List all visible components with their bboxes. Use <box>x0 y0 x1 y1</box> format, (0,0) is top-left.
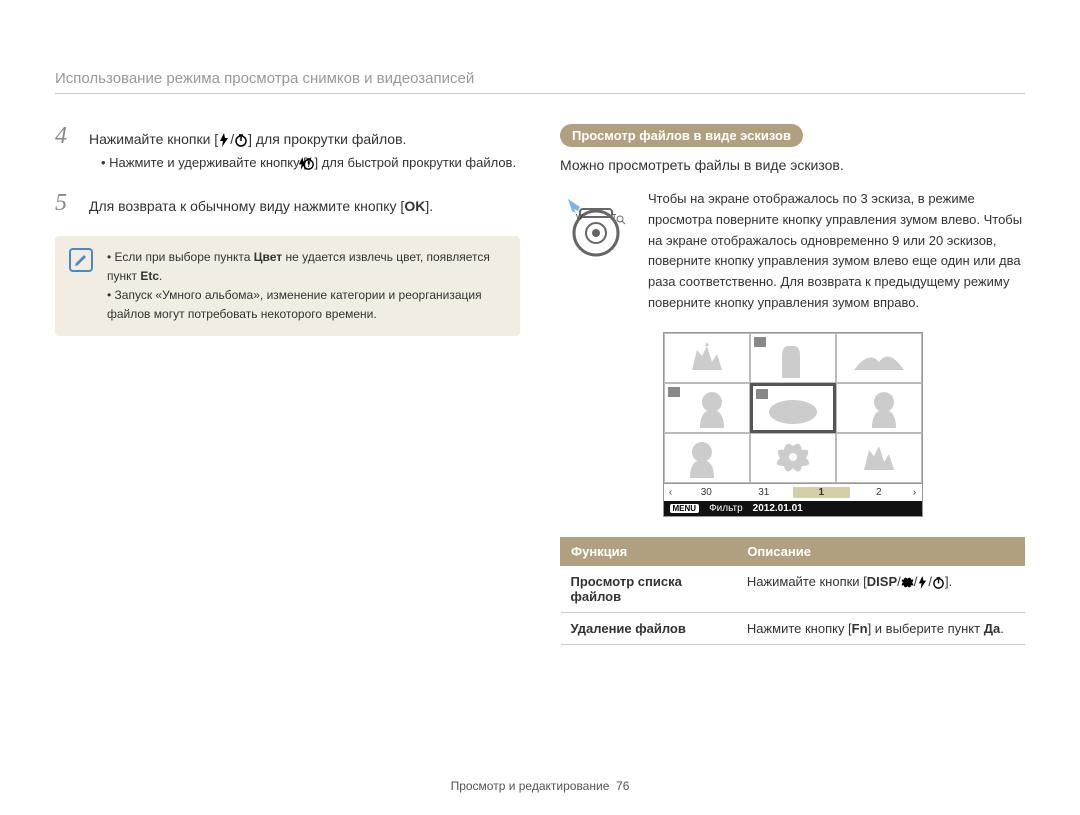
note-bullet-1: • Если при выборе пункта Цвет не удается… <box>107 248 506 286</box>
page-number: 76 <box>616 779 629 793</box>
right-column: Просмотр файлов в виде эскизов Можно про… <box>560 124 1025 645</box>
text: Нажимайте кнопки [ <box>89 131 218 147</box>
thumbnail-screen: ‹ 30 31 1 2 › MENU Фильтр 2012.01.01 <box>663 332 923 517</box>
left-column: 4 Нажимайте кнопки [/] для прокрутки фай… <box>55 124 520 645</box>
text: Нажмите кнопку [ <box>747 621 852 636</box>
day: 31 <box>735 487 793 498</box>
macro-icon <box>901 576 914 592</box>
thumb-9 <box>836 433 922 483</box>
note-icon <box>69 248 93 272</box>
thumb-2 <box>750 333 836 383</box>
text: ] и выберите пункт <box>868 621 984 636</box>
text: ]. <box>945 574 952 589</box>
function-table: Функция Описание Просмотр списка файлов … <box>560 537 1025 645</box>
text: • Нажмите и удерживайте кнопку [ <box>101 155 307 170</box>
section-pill: Просмотр файлов в виде эскизов <box>560 124 803 147</box>
left-arrow-icon: ‹ <box>664 487 678 498</box>
fn-label: Fn <box>852 621 868 636</box>
thumb-7 <box>664 433 750 483</box>
text: Для возврата к обычному виду нажмите кно… <box>89 198 404 214</box>
day: 2 <box>850 487 908 498</box>
intro-text: Можно просмотреть файлы в виде эскизов. <box>560 157 1025 173</box>
zoom-instruction: W T Чтобы на экране отображалось по 3 эс… <box>560 189 1025 314</box>
disp-label: DISP <box>867 574 897 589</box>
table-row: Удаление файлов Нажмите кнопку [Fn] и вы… <box>561 612 1025 644</box>
filter-bar: MENU Фильтр 2012.01.01 <box>664 501 922 516</box>
text: ] для быстрой прокрутки файлов. <box>315 155 517 170</box>
timer-icon <box>932 576 945 592</box>
step-number: 4 <box>55 124 75 177</box>
step-text: Для возврата к обычному виду нажмите кно… <box>89 191 433 217</box>
svg-text:T: T <box>612 214 617 221</box>
page-header: Использование режима просмотра снимков и… <box>55 70 1025 94</box>
step-5: 5 Для возврата к обычному виду нажмите к… <box>55 191 520 217</box>
thumb-8 <box>750 433 836 483</box>
svg-text:W: W <box>576 214 583 221</box>
text: Нажимайте кнопки [ <box>747 574 867 589</box>
th-description: Описание <box>737 537 1025 565</box>
table-row: Просмотр списка файлов Нажимайте кнопки … <box>561 565 1025 612</box>
flash-icon <box>917 576 928 592</box>
note-bullet-2: • Запуск «Умного альбома», изменение кат… <box>107 286 506 324</box>
text: . <box>159 269 162 283</box>
step-text: Нажимайте кнопки [/] для прокрутки файло… <box>89 124 516 177</box>
step-4: 4 Нажимайте кнопки [/] для прокрутки фай… <box>55 124 520 177</box>
thumb-3 <box>836 333 922 383</box>
thumb-6 <box>836 383 922 433</box>
filter-label: Фильтр <box>709 503 743 514</box>
thumb-1 <box>664 333 750 383</box>
cell-desc: Нажмите кнопку [Fn] и выберите пункт Да. <box>737 612 1025 644</box>
content-columns: 4 Нажимайте кнопки [/] для прокрутки фай… <box>55 124 1025 645</box>
thumbnail-grid <box>664 333 922 483</box>
ok-label: OK <box>404 198 425 214</box>
th-function: Функция <box>561 537 737 565</box>
text: . <box>1000 621 1004 636</box>
bold: Цвет <box>254 250 282 264</box>
step-number: 5 <box>55 191 75 217</box>
text: • Если при выборе пункта <box>107 250 254 264</box>
bold: Да <box>984 621 1001 636</box>
calendar-row: ‹ 30 31 1 2 › <box>664 483 922 501</box>
date-label: 2012.01.01 <box>753 503 803 514</box>
cell-func: Удаление файлов <box>561 612 737 644</box>
footer-label: Просмотр и редактирование <box>451 779 610 793</box>
note-content: • Если при выборе пункта Цвет не удается… <box>107 248 506 325</box>
cell-func: Просмотр списка файлов <box>561 565 737 612</box>
flash-icon <box>218 131 230 153</box>
video-icon <box>668 387 680 397</box>
thumb-5-selected <box>750 383 836 433</box>
text: ]. <box>425 198 433 214</box>
menu-chip: MENU <box>670 504 700 513</box>
zoom-description: Чтобы на экране отображалось по 3 эскиза… <box>648 189 1025 314</box>
bold: Etc <box>140 269 159 283</box>
text: ] для прокрутки файлов. <box>248 131 406 147</box>
cell-desc: Нажимайте кнопки [DISP///]. <box>737 565 1025 612</box>
table-header-row: Функция Описание <box>561 537 1025 565</box>
day-selected: 1 <box>793 487 851 498</box>
step-bullet: • Нажмите и удерживайте кнопку [/] для б… <box>101 153 516 177</box>
note-box: • Если при выборе пункта Цвет не удается… <box>55 236 520 337</box>
video-icon <box>754 337 766 347</box>
timer-icon <box>234 131 248 153</box>
video-icon <box>756 389 768 399</box>
day: 30 <box>678 487 736 498</box>
thumb-4 <box>664 383 750 433</box>
right-arrow-icon: › <box>908 487 922 498</box>
page-footer: Просмотр и редактирование 76 <box>0 779 1080 793</box>
zoom-dial-icon: W T <box>560 189 632 314</box>
